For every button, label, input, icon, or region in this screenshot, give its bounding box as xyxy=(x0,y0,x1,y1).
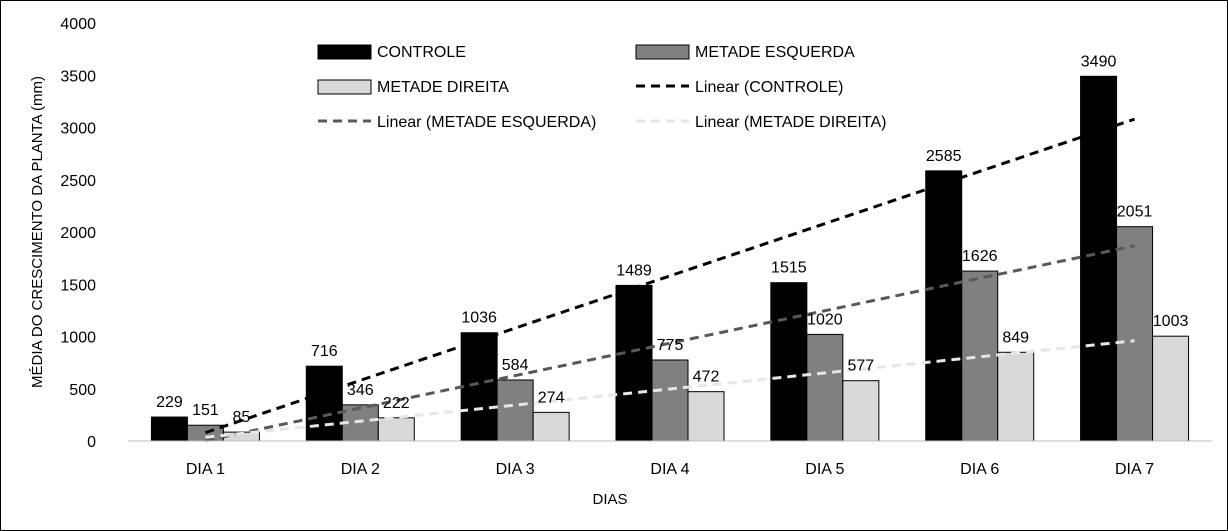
x-tick-label: DIA 4 xyxy=(650,461,689,478)
y-tick-label: 1000 xyxy=(60,330,96,347)
data-label: 222 xyxy=(383,395,410,412)
legend-label: METADE DIREITA xyxy=(377,79,509,96)
y-tick-label: 4000 xyxy=(60,16,96,33)
legend-label: Linear (CONTROLE) xyxy=(695,79,843,96)
data-label: 1489 xyxy=(616,262,652,279)
bar xyxy=(651,359,689,442)
bar xyxy=(615,284,653,442)
legend-label: CONTROLE xyxy=(377,44,466,61)
data-label: 274 xyxy=(538,389,565,406)
data-label: 1515 xyxy=(771,260,807,277)
legend-swatch xyxy=(317,79,372,95)
data-labels-group: 229 716 1036 1489 1515 2585 3490 151 346 584 775 10… xyxy=(156,53,1188,426)
bar xyxy=(806,333,844,442)
legend-label: Linear (METADE ESQUERDA) xyxy=(377,114,596,131)
bar xyxy=(305,365,343,442)
trendline xyxy=(205,244,1135,443)
bar xyxy=(770,282,808,442)
legend-swatch xyxy=(635,44,690,60)
data-label: 2585 xyxy=(926,148,962,165)
x-tick-label: DIA 6 xyxy=(960,461,999,478)
trendlines-group xyxy=(204,117,1136,443)
bar xyxy=(1116,226,1154,442)
x-axis-title: DIAS xyxy=(592,491,627,508)
data-label: 85 xyxy=(233,409,251,426)
x-tick-label: DIA 5 xyxy=(805,461,844,478)
bar xyxy=(925,170,963,442)
bar xyxy=(1080,75,1118,442)
legend-label: Linear (METADE DIREITA) xyxy=(695,114,886,131)
data-label: 1036 xyxy=(461,310,497,327)
bar xyxy=(377,417,415,442)
bar xyxy=(460,332,498,442)
legend-label: METADE ESQUERDA xyxy=(695,44,855,61)
data-label: 346 xyxy=(347,382,374,399)
bar xyxy=(186,424,224,442)
y-tick-label: 2500 xyxy=(60,173,96,190)
data-label: 577 xyxy=(848,358,875,375)
bar xyxy=(687,391,725,442)
y-tick-label: 2000 xyxy=(60,225,96,242)
data-label: 1003 xyxy=(1153,313,1189,330)
legend: CONTROLE METADE ESQUERDA METADE DIREITA Lin… xyxy=(317,44,886,131)
y-tick-label: 3500 xyxy=(60,68,96,85)
x-tick-label: DIA 1 xyxy=(186,461,225,478)
bar xyxy=(496,379,534,442)
data-label: 584 xyxy=(502,357,529,374)
bar xyxy=(842,380,880,442)
data-label: 3490 xyxy=(1081,53,1117,70)
x-tick-label: DIA 2 xyxy=(341,461,380,478)
x-tick-label: DIA 3 xyxy=(496,461,535,478)
data-label: 775 xyxy=(657,337,684,354)
bars-group xyxy=(150,75,1190,442)
y-tick-label: 3000 xyxy=(60,121,96,138)
data-label: 229 xyxy=(156,394,183,411)
trendline xyxy=(205,339,1135,439)
bar xyxy=(150,416,188,442)
legend-swatch xyxy=(317,44,372,60)
data-label: 716 xyxy=(311,343,338,360)
x-axis: DIA 1 DIA 2 DIA 3 DIA 4 DIA 5 DIA 6 DIA 7 xyxy=(186,461,1154,478)
bar xyxy=(961,270,999,442)
bar xyxy=(1152,335,1190,442)
data-label: 1020 xyxy=(807,311,843,328)
y-tick-label: 0 xyxy=(87,434,96,451)
data-label: 849 xyxy=(1002,329,1029,346)
y-axis: 0 500 1000 1500 2000 2500 3000 3500 4000 xyxy=(60,16,96,451)
bar xyxy=(532,411,570,442)
bar xyxy=(997,351,1035,442)
data-label: 2051 xyxy=(1117,204,1153,221)
y-axis-title: MÉDIA DO CRESCIMENTO DA PLANTA (mm) xyxy=(29,76,46,388)
data-label: 1626 xyxy=(962,248,998,265)
y-tick-label: 1500 xyxy=(60,277,96,294)
trendline xyxy=(204,117,1136,435)
data-label: 472 xyxy=(693,369,720,386)
data-label: 151 xyxy=(192,402,219,419)
y-tick-label: 500 xyxy=(69,382,96,399)
x-tick-label: DIA 7 xyxy=(1115,461,1154,478)
